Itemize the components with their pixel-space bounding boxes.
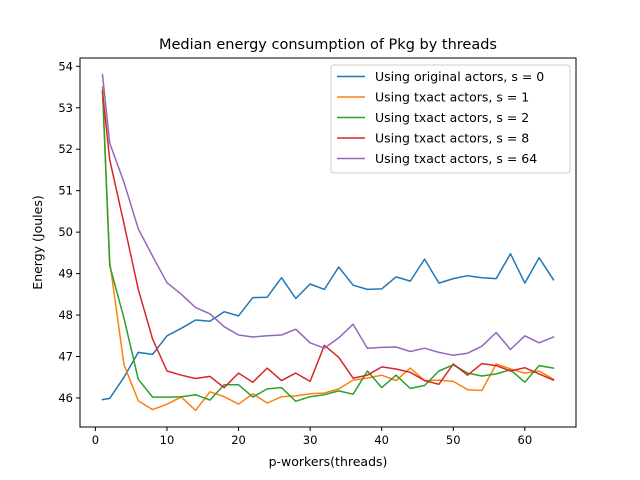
x-tick-label: 40 — [374, 433, 389, 447]
y-tick-label: 51 — [58, 184, 73, 198]
y-tick-label: 52 — [58, 142, 73, 156]
legend-label: Using txact actors, s = 2 — [375, 110, 529, 125]
y-tick-label: 48 — [58, 308, 73, 322]
series-line-3 — [101, 89, 555, 403]
legend: Using original actors, s = 0 Using txact … — [330, 64, 571, 174]
legend-entry: Using txact actors, s = 8 — [337, 131, 529, 146]
legend-entry: Using txact actors, s = 1 — [337, 90, 529, 105]
y-tick-label: 53 — [58, 101, 73, 115]
y-tick-label: 50 — [58, 225, 73, 239]
legend-label: Using original actors, s = 0 — [375, 69, 544, 84]
legend-box — [330, 64, 571, 174]
y-tick-label: 54 — [58, 59, 73, 73]
y-axis-ticks: 46 47 48 49 50 51 52 53 54 — [58, 59, 80, 405]
y-tick-label: 49 — [58, 267, 73, 281]
legend-entry: Using txact actors, s = 64 — [337, 151, 537, 166]
y-tick-label: 47 — [58, 350, 73, 364]
legend-label: Using txact actors, s = 8 — [375, 131, 529, 146]
legend-entry: Using txact actors, s = 2 — [337, 110, 529, 125]
legend-entry: Using original actors, s = 0 — [337, 69, 544, 84]
y-axis-title: Energy (Joules) — [30, 195, 45, 289]
legend-label: Using txact actors, s = 64 — [375, 151, 537, 166]
plot-frame — [79, 57, 577, 428]
chart-title: Median energy consumption of Pkg by thre… — [159, 37, 497, 53]
x-axis-title: p-workers(threads) — [269, 454, 388, 469]
x-tick-label: 20 — [231, 433, 246, 447]
series-line-2 — [101, 86, 555, 412]
series-layer — [101, 73, 555, 412]
x-tick-label: 60 — [518, 433, 533, 447]
x-axis-ticks: 0 10 20 30 40 50 60 — [92, 427, 532, 447]
legend-label: Using txact actors, s = 1 — [375, 90, 529, 105]
series-line-4 — [101, 91, 555, 389]
x-tick-label: 30 — [303, 433, 318, 447]
x-tick-label: 0 — [92, 433, 99, 447]
series-line-1 — [101, 252, 555, 401]
series-line-5 — [101, 73, 555, 357]
y-tick-label: 46 — [58, 391, 73, 405]
x-tick-label: 50 — [446, 433, 461, 447]
x-tick-label: 10 — [160, 433, 175, 447]
